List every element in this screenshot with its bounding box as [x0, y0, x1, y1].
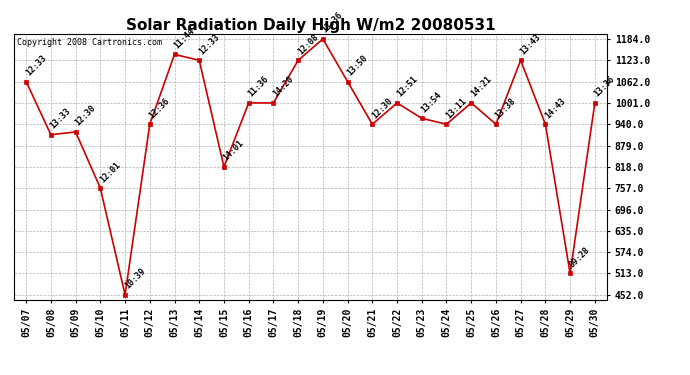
Text: 13:43: 13:43	[518, 32, 542, 56]
Text: 13:38: 13:38	[494, 96, 518, 120]
Text: 13:11: 13:11	[444, 96, 469, 120]
Text: 13:33: 13:33	[49, 106, 72, 130]
Text: 13:54: 13:54	[420, 90, 444, 114]
Text: 12:51: 12:51	[395, 75, 419, 99]
Text: 14:01: 14:01	[221, 139, 246, 163]
Text: 12:30: 12:30	[73, 104, 97, 128]
Text: 11:44: 11:44	[172, 26, 197, 50]
Text: 12:36: 12:36	[148, 96, 172, 120]
Text: 14:43: 14:43	[543, 96, 567, 120]
Text: 12:33: 12:33	[24, 53, 48, 78]
Text: 10:39: 10:39	[123, 267, 147, 291]
Text: 11:36: 11:36	[246, 75, 270, 99]
Text: 12:01: 12:01	[98, 160, 122, 184]
Text: Copyright 2008 Cartronics.com: Copyright 2008 Cartronics.com	[17, 38, 161, 47]
Text: 12:30: 12:30	[370, 96, 394, 120]
Text: 13:50: 13:50	[346, 53, 369, 78]
Title: Solar Radiation Daily High W/m2 20080531: Solar Radiation Daily High W/m2 20080531	[126, 18, 495, 33]
Text: 09:28: 09:28	[568, 245, 592, 269]
Text: 13:36: 13:36	[593, 75, 617, 99]
Text: 13:36: 13:36	[321, 11, 345, 35]
Text: 14:21: 14:21	[469, 75, 493, 99]
Text: 14:20: 14:20	[271, 75, 295, 99]
Text: 12:08: 12:08	[296, 32, 320, 56]
Text: 12:33: 12:33	[197, 32, 221, 56]
